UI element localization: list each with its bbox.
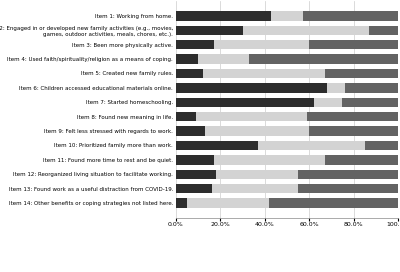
Bar xyxy=(242,26,369,35)
Bar xyxy=(249,54,398,64)
Bar xyxy=(258,141,365,150)
Bar xyxy=(176,198,187,208)
Bar xyxy=(269,198,398,208)
Bar xyxy=(327,83,345,92)
Bar xyxy=(345,83,398,92)
Bar xyxy=(302,11,398,21)
Bar xyxy=(205,126,309,136)
Bar xyxy=(176,83,327,92)
Bar xyxy=(176,184,212,193)
Bar xyxy=(176,69,203,78)
Bar xyxy=(203,69,325,78)
Bar xyxy=(369,26,398,35)
Bar xyxy=(196,112,307,121)
Bar xyxy=(214,155,325,165)
Bar xyxy=(176,141,258,150)
Bar xyxy=(272,11,302,21)
Bar xyxy=(309,126,398,136)
Bar xyxy=(365,141,398,150)
Bar xyxy=(176,170,216,179)
Bar xyxy=(298,170,398,179)
Bar xyxy=(176,126,205,136)
Bar xyxy=(198,54,249,64)
Bar xyxy=(307,112,398,121)
Bar xyxy=(314,98,342,107)
Bar xyxy=(187,198,269,208)
Bar xyxy=(176,112,196,121)
Bar xyxy=(325,69,398,78)
Bar xyxy=(176,155,214,165)
Bar xyxy=(214,40,309,49)
Bar xyxy=(176,40,214,49)
Bar xyxy=(176,54,198,64)
Bar xyxy=(309,40,398,49)
Bar xyxy=(342,98,398,107)
Bar xyxy=(325,155,398,165)
Bar xyxy=(176,11,272,21)
Bar xyxy=(212,184,298,193)
Bar xyxy=(298,184,398,193)
Bar xyxy=(216,170,298,179)
Bar xyxy=(176,26,242,35)
Bar xyxy=(176,98,314,107)
